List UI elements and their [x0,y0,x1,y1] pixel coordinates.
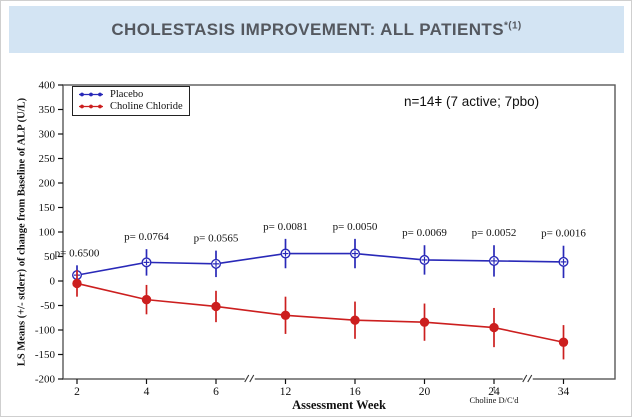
svg-text:50: 50 [44,251,56,263]
axis-break-marks [244,374,533,383]
svg-text:100: 100 [39,227,56,239]
svg-text:-200: -200 [35,374,56,386]
svg-text:p= 0.0069: p= 0.0069 [402,227,447,239]
series-placebo [71,238,569,285]
svg-text:p= 0.0016: p= 0.0016 [541,228,586,240]
svg-text:p= 0.0764: p= 0.0764 [124,231,169,243]
svg-text:300: 300 [39,129,56,141]
svg-text:6: 6 [213,386,219,398]
svg-text:16: 16 [349,386,361,398]
legend-marker-icon [79,104,103,109]
x-axis-label: Assessment Week [292,398,386,412]
choline-discontinued-note: ↑ Choline D/C'd [470,385,519,405]
p-value-labels: p= 0.6500 p= 0.0764 p= 0.0565 p= 0.0081 p= 0… [55,221,587,259]
svg-text:p= 0.0565: p= 0.0565 [194,233,239,245]
svg-text:24: 24 [488,386,500,398]
page-title: CHOLESTASIS IMPROVEMENT: ALL PATIENTS*(1… [111,20,521,40]
svg-text:20: 20 [419,386,431,398]
svg-text:p= 0.0052: p= 0.0052 [472,227,517,239]
legend-label: Choline Chloride [110,101,183,112]
header-banner: CHOLESTASIS IMPROVEMENT: ALL PATIENTS*(1… [9,6,624,53]
svg-text:150: 150 [39,202,56,214]
svg-text:-100: -100 [35,325,56,337]
sample-size-note: n=14ǂ (7 active; 7pbo) [404,94,540,109]
svg-text:-50: -50 [40,300,55,312]
page-title-superscript: *(1) [503,19,522,31]
legend-marker-icon [79,92,103,97]
up-arrow-icon: ↑ [491,384,497,395]
svg-text:250: 250 [39,153,56,165]
svg-text:400: 400 [39,80,56,92]
choline-discontinued-label: Choline D/C'd [469,395,519,405]
svg-text:12: 12 [280,386,292,398]
svg-text:350: 350 [39,104,56,116]
y-axis-ticks: -200 -150 -100 -50 0 50 100 150 200 250 300 350 400 [35,80,63,386]
page-title-text: CHOLESTASIS IMPROVEMENT: ALL PATIENTS [111,19,504,39]
svg-text:34: 34 [558,386,570,398]
series-choline-chloride [72,270,569,360]
svg-text:-150: -150 [35,349,56,361]
svg-text:p= 0.0081: p= 0.0081 [263,221,308,233]
svg-text:p= 0.6500: p= 0.6500 [55,247,100,259]
legend: Placebo Choline Chloride [72,86,190,116]
svg-text:4: 4 [144,386,150,398]
legend-item: Placebo [77,89,183,100]
y-axis-label: LS Means (+/- stderr) of change from Bas… [16,97,28,367]
svg-text:p= 0.0050: p= 0.0050 [333,221,378,233]
legend-item: Choline Chloride [77,101,183,112]
legend-label: Placebo [110,89,144,100]
svg-text:0: 0 [50,276,56,288]
svg-text:200: 200 [39,178,56,190]
x-axis-ticks: 2 4 6 12 16 20 24 34 [74,379,570,398]
svg-text:2: 2 [74,386,80,398]
